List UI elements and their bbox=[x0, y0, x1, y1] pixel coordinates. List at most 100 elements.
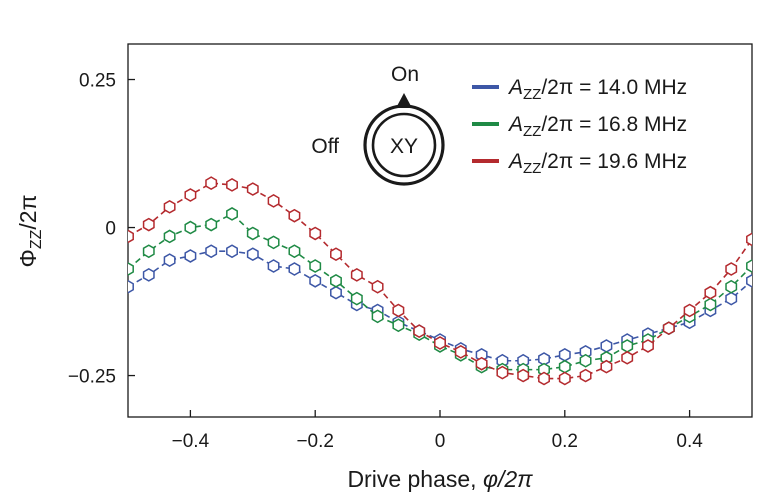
legend-sub: ZZ bbox=[523, 160, 541, 177]
data-point bbox=[163, 253, 176, 267]
x-axis-label-text: Drive phase, bbox=[347, 466, 483, 492]
legend-sub: ZZ bbox=[523, 123, 541, 140]
series-clip-group bbox=[128, 176, 752, 386]
series-layer bbox=[128, 176, 752, 386]
data-point bbox=[725, 262, 738, 276]
y-axis-label-sub: ZZ bbox=[28, 229, 45, 249]
data-point bbox=[662, 321, 675, 336]
data-point bbox=[475, 356, 488, 371]
data-point bbox=[128, 262, 134, 276]
legend-entry: AZZ/2π = 14.0 MHz bbox=[507, 76, 687, 103]
data-point bbox=[246, 182, 259, 196]
data-point bbox=[413, 324, 426, 339]
data-point bbox=[350, 268, 363, 282]
y-tick-label: 0 bbox=[105, 219, 116, 240]
data-point bbox=[184, 188, 197, 202]
data-point bbox=[558, 347, 571, 362]
data-point bbox=[330, 285, 342, 300]
legend-var: A bbox=[507, 150, 523, 173]
data-point bbox=[205, 244, 218, 259]
data-point bbox=[746, 273, 752, 288]
series-3 bbox=[128, 176, 752, 386]
legend-var: A bbox=[507, 76, 523, 99]
data-point bbox=[642, 339, 654, 353]
data-point bbox=[579, 353, 592, 368]
data-point bbox=[746, 259, 752, 273]
data-point bbox=[142, 268, 155, 282]
inset-on-label: On bbox=[391, 63, 419, 86]
data-point bbox=[704, 285, 717, 300]
data-point bbox=[538, 371, 550, 386]
y-axis-ticks: 0.25 0 −0.25 bbox=[68, 71, 135, 388]
legend-entry: AZZ/2π = 19.6 MHz bbox=[507, 150, 687, 177]
data-point bbox=[184, 249, 197, 263]
inset-inner-ring bbox=[371, 112, 437, 178]
inset-off-label: Off bbox=[311, 135, 339, 158]
y-axis-label-main: Φ bbox=[15, 249, 41, 267]
data-point bbox=[163, 229, 176, 244]
x-axis-label-var: φ/2π bbox=[483, 466, 533, 492]
data-point bbox=[163, 199, 176, 214]
data-point bbox=[350, 291, 363, 306]
data-point bbox=[309, 259, 322, 273]
data-point bbox=[226, 207, 238, 221]
data-point bbox=[309, 273, 322, 288]
inset-diagram: On XY Off bbox=[311, 63, 445, 186]
legend-entry: AZZ/2π = 16.8 MHz bbox=[507, 113, 687, 140]
legend-sub: ZZ bbox=[523, 86, 541, 103]
x-tick-label: 0 bbox=[435, 431, 446, 452]
x-tick-label: −0.4 bbox=[172, 431, 210, 452]
data-point bbox=[725, 291, 738, 306]
data-point bbox=[267, 259, 280, 273]
data-point bbox=[496, 365, 509, 380]
data-point bbox=[746, 232, 752, 247]
x-tick-label: −0.2 bbox=[296, 431, 334, 452]
data-point bbox=[600, 339, 613, 353]
data-point bbox=[226, 244, 238, 259]
y-axis-label-tail: /2π bbox=[15, 195, 41, 230]
legend-tail: /2π = 14.0 MHz bbox=[541, 76, 687, 99]
data-point bbox=[246, 247, 259, 262]
y-tick-label: −0.25 bbox=[68, 367, 116, 388]
data-point bbox=[309, 226, 322, 241]
y-axis-label: ΦZZ/2π bbox=[15, 195, 45, 268]
series-2 bbox=[128, 207, 752, 377]
data-point bbox=[683, 303, 696, 318]
data-point bbox=[246, 226, 259, 241]
data-point bbox=[330, 273, 342, 288]
data-point bbox=[558, 359, 571, 374]
legend-var: A bbox=[507, 113, 523, 136]
data-point bbox=[205, 176, 218, 190]
data-point bbox=[579, 368, 592, 383]
x-axis-ticks: −0.4 −0.2 0 0.2 0.4 bbox=[172, 410, 703, 452]
x-tick-label: 0.4 bbox=[676, 431, 703, 452]
data-point bbox=[621, 339, 634, 353]
legend-tail: /2π = 19.6 MHz bbox=[541, 150, 687, 173]
data-point bbox=[288, 244, 301, 259]
data-point bbox=[128, 229, 134, 244]
data-point bbox=[392, 318, 405, 333]
data-point bbox=[142, 217, 155, 232]
data-point bbox=[330, 247, 342, 262]
legend-tail: /2π = 16.8 MHz bbox=[541, 113, 687, 136]
data-point bbox=[454, 345, 467, 359]
data-point bbox=[142, 244, 155, 259]
inset-outer-ring bbox=[363, 104, 445, 186]
x-axis-label: Drive phase, φ/2π bbox=[347, 466, 533, 492]
data-point bbox=[392, 303, 405, 318]
data-point bbox=[128, 279, 134, 294]
data-point bbox=[226, 178, 238, 192]
data-point bbox=[371, 279, 384, 294]
data-point bbox=[288, 208, 301, 223]
data-point bbox=[371, 309, 384, 324]
data-point bbox=[517, 368, 530, 383]
data-point bbox=[600, 359, 613, 374]
data-point bbox=[267, 235, 280, 250]
plot-frame bbox=[127, 43, 753, 418]
data-point bbox=[288, 262, 301, 276]
x-tick-label: 0.2 bbox=[552, 431, 578, 452]
data-point bbox=[205, 217, 218, 232]
data-point bbox=[621, 350, 634, 365]
